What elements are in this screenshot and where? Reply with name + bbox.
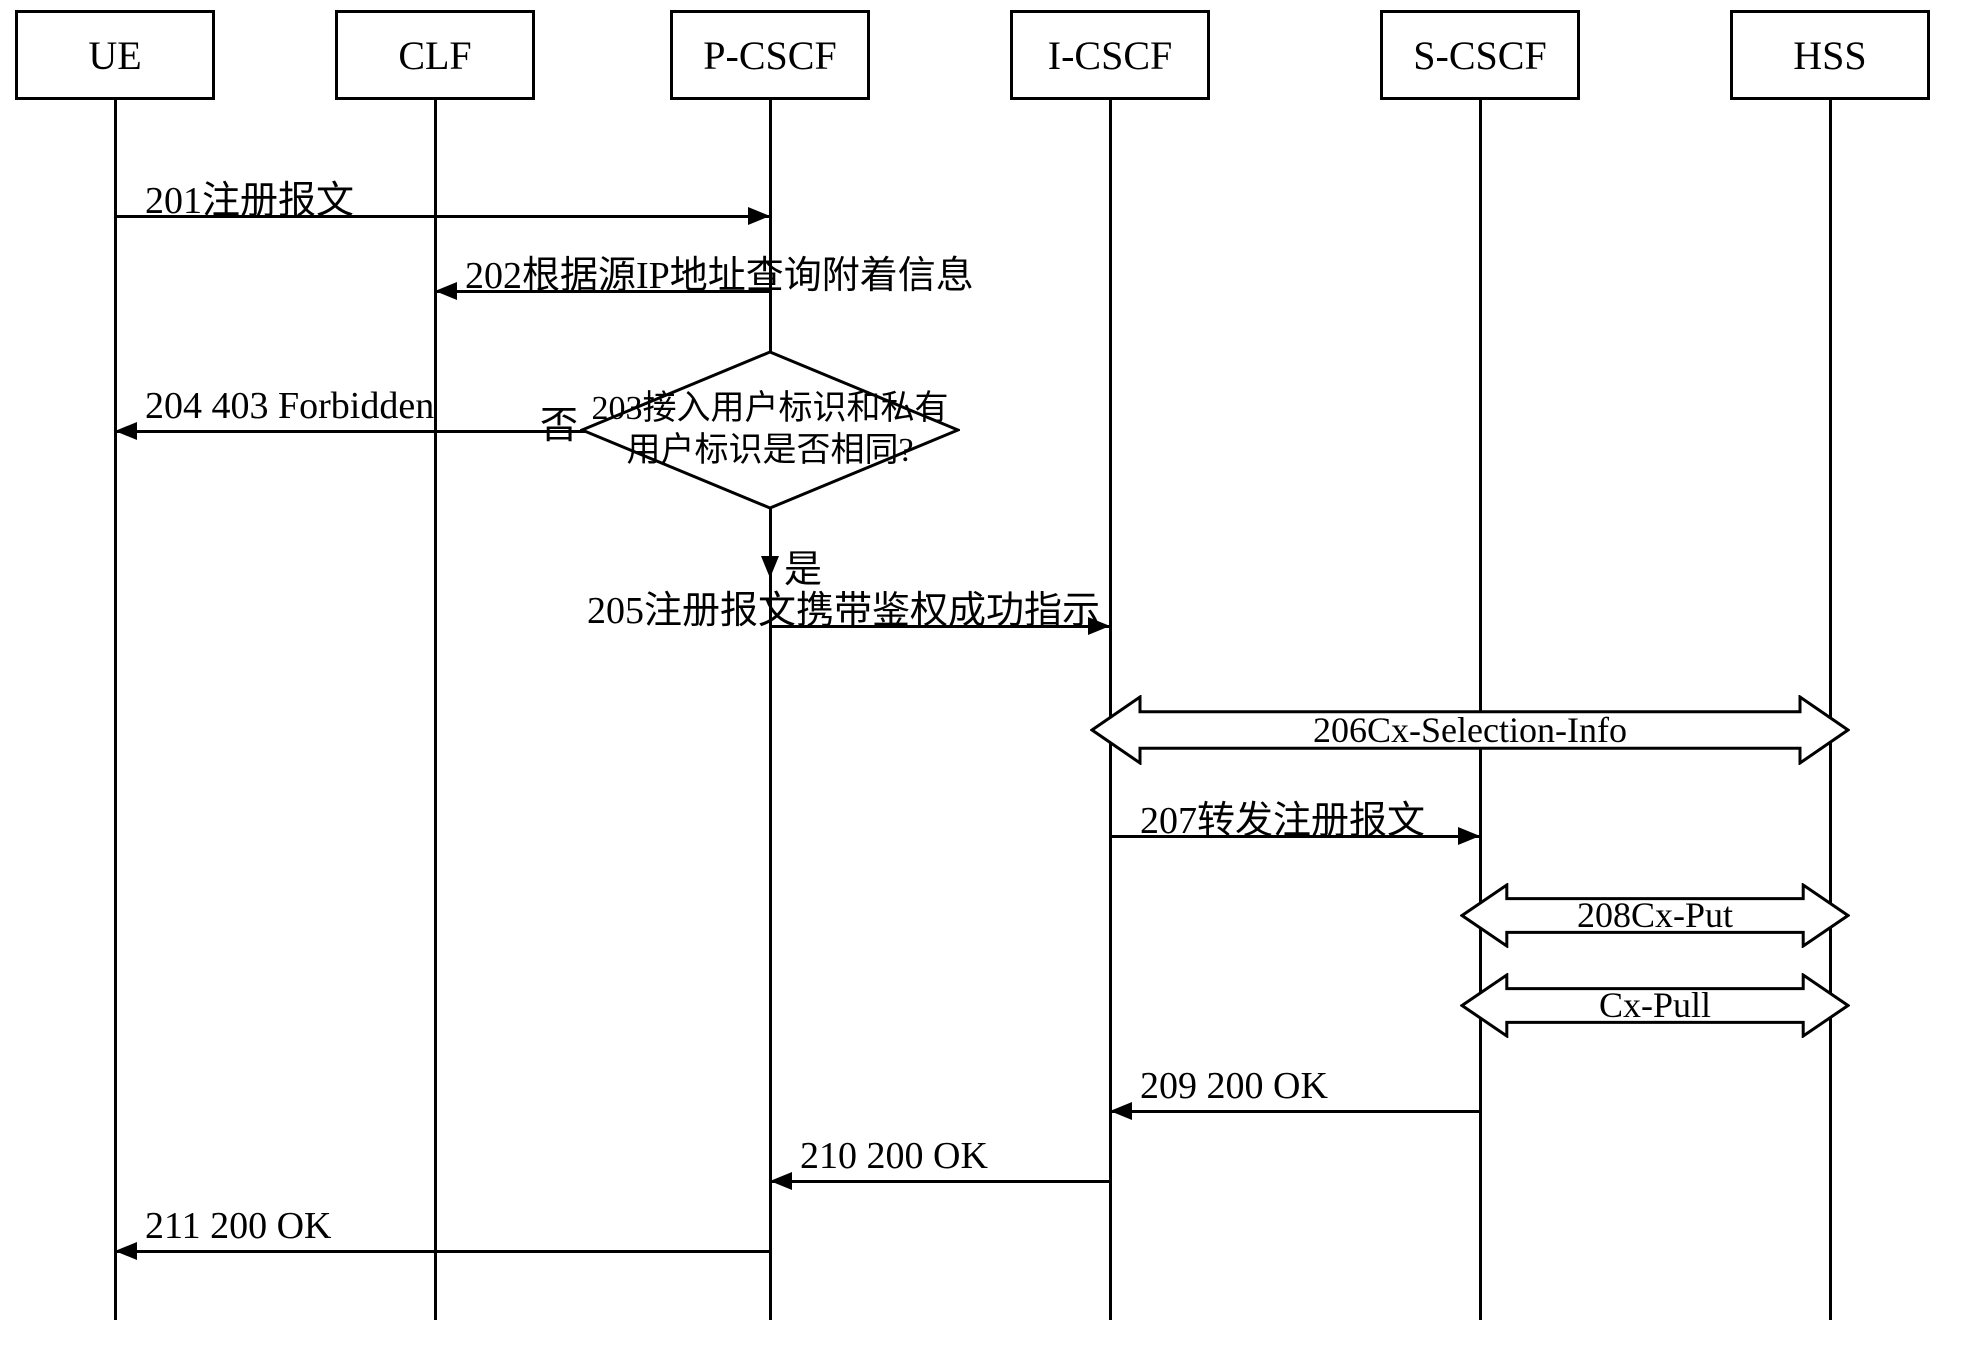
sequence-diagram: UE CLF P-CSCF I-CSCF S-CSCF HSS 201注册报文 202根据源I… — [0, 0, 1970, 1346]
exchange-d206: 206Cx-Selection-Info — [1090, 695, 1850, 765]
branch-label-no: 否 — [540, 394, 578, 449]
decision-diamond: 203接入用户标识和私有用户标识是否相同? — [580, 350, 960, 510]
arrowhead-m204 — [115, 422, 137, 440]
participant-HSS: HSS — [1730, 10, 1930, 100]
message-label-m210: 210 200 OK — [800, 1134, 988, 1178]
message-label-m204: 204 403 Forbidden — [145, 384, 434, 428]
message-line-m209 — [1110, 1110, 1480, 1113]
message-label-m209: 209 200 OK — [1140, 1064, 1328, 1108]
arrowhead-m201 — [748, 207, 770, 225]
branch-label-yes: 是 — [784, 538, 822, 593]
participant-ICSCF: I-CSCF — [1010, 10, 1210, 100]
message-label-m211: 211 200 OK — [145, 1204, 331, 1248]
exchange-dPull: Cx-Pull — [1460, 973, 1850, 1038]
message-label-m202: 202根据源IP地址查询附着信息 — [465, 244, 974, 299]
arrowhead-m211 — [115, 1242, 137, 1260]
decision-yes-arrowhead — [761, 556, 779, 578]
exchange-label-d206: 206Cx-Selection-Info — [1090, 695, 1850, 765]
participant-CLF: CLF — [335, 10, 535, 100]
arrowhead-m202 — [435, 282, 457, 300]
participant-UE: UE — [15, 10, 215, 100]
message-line-m204 — [115, 430, 595, 433]
message-label-m207: 207转发注册报文 — [1140, 789, 1425, 844]
participant-SCSCF: S-CSCF — [1380, 10, 1580, 100]
participant-PCSCF: P-CSCF — [670, 10, 870, 100]
arrowhead-m209 — [1110, 1102, 1132, 1120]
exchange-label-dPull: Cx-Pull — [1460, 973, 1850, 1038]
arrowhead-m207 — [1458, 827, 1480, 845]
message-line-m210 — [770, 1180, 1110, 1183]
exchange-label-d208: 208Cx-Put — [1460, 883, 1850, 948]
exchange-d208: 208Cx-Put — [1460, 883, 1850, 948]
lifeline-UE — [114, 100, 117, 1320]
message-line-m211 — [115, 1250, 770, 1253]
arrowhead-m210 — [770, 1172, 792, 1190]
message-label-m201: 201注册报文 — [145, 169, 354, 224]
message-label-m205: 205注册报文携带鉴权成功指示 — [587, 579, 1100, 634]
decision-text: 203接入用户标识和私有用户标识是否相同? — [580, 350, 960, 510]
decision-yes-connector — [769, 510, 772, 560]
